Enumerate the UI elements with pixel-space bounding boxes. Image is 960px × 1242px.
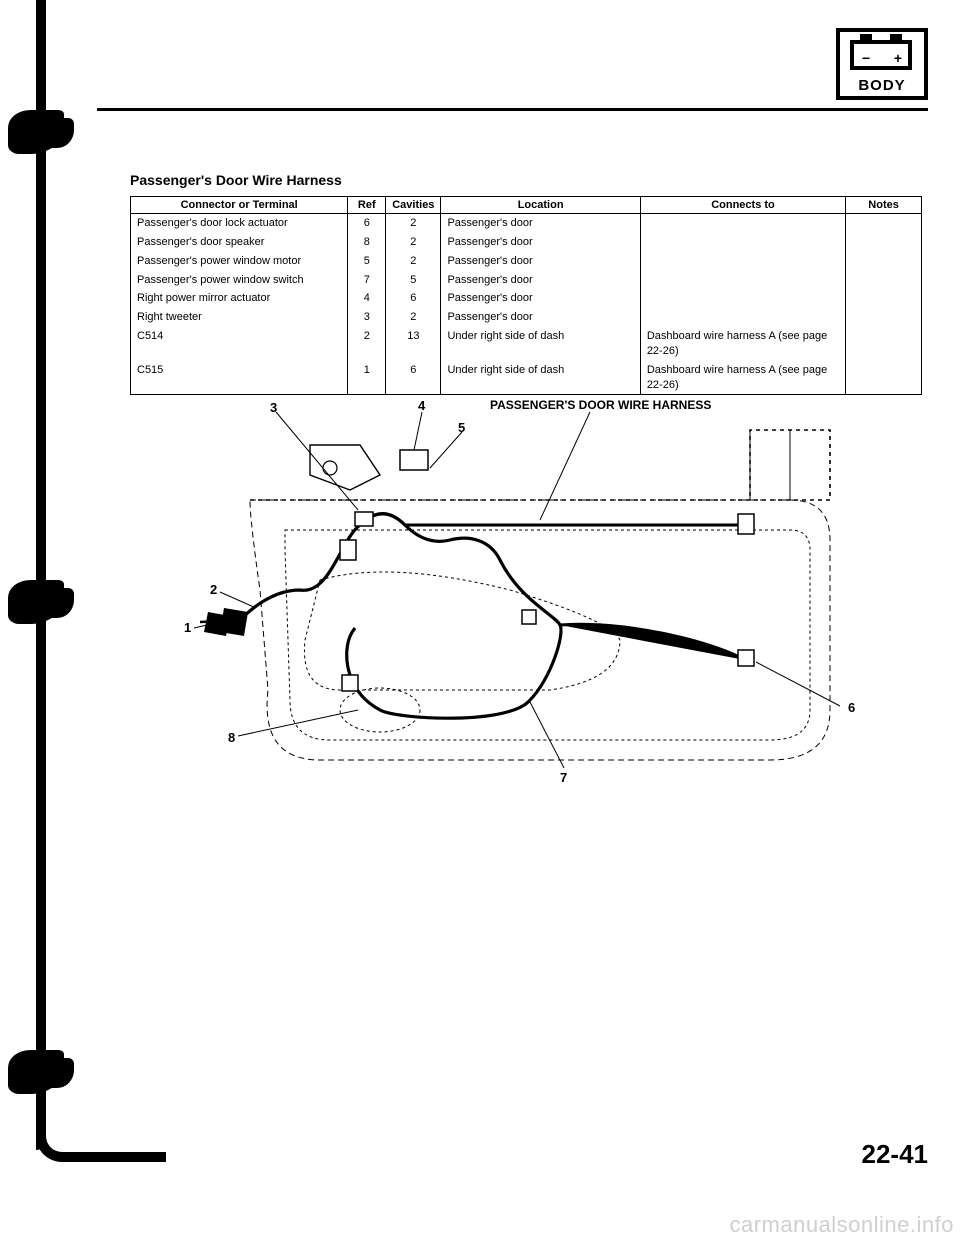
td-connector: Passenger's power window motor bbox=[131, 252, 348, 271]
battery-icon: − + bbox=[850, 40, 912, 70]
td-notes bbox=[846, 327, 922, 361]
td-loc: Passenger's door bbox=[441, 214, 640, 233]
callout-1: 1 bbox=[184, 620, 191, 635]
callout-3: 3 bbox=[270, 400, 277, 415]
td-connector: Right tweeter bbox=[131, 308, 348, 327]
td-cav: 2 bbox=[386, 252, 441, 271]
table-header-row: Connector or Terminal Ref Cavities Locat… bbox=[131, 197, 922, 214]
callout-6: 6 bbox=[848, 700, 855, 715]
binding-spine bbox=[36, 0, 46, 1150]
td-ref: 4 bbox=[348, 289, 386, 308]
td-ref: 2 bbox=[348, 327, 386, 361]
wire-harness-branch-r bbox=[560, 624, 745, 660]
door-diagram: 1 2 3 4 5 6 7 8 PASSENGER'S DOOR WIRE HA… bbox=[190, 390, 870, 790]
td-loc: Passenger's door bbox=[441, 252, 640, 271]
callout-5: 5 bbox=[458, 420, 465, 435]
td-notes bbox=[846, 289, 922, 308]
td-cav: 2 bbox=[386, 214, 441, 233]
binding-tab-inner bbox=[46, 118, 74, 148]
battery-minus: − bbox=[862, 50, 870, 66]
battery-plus: + bbox=[894, 50, 902, 66]
td-loc: Passenger's door bbox=[441, 233, 640, 252]
td-notes bbox=[846, 308, 922, 327]
td-notes bbox=[846, 271, 922, 290]
td-ref: 3 bbox=[348, 308, 386, 327]
td-connector: Passenger's power window switch bbox=[131, 271, 348, 290]
table-row: Right power mirror actuator46Passenger's… bbox=[131, 289, 922, 308]
connector-table: Connector or Terminal Ref Cavities Locat… bbox=[130, 196, 922, 395]
callout-4: 4 bbox=[418, 398, 425, 413]
connector bbox=[310, 445, 754, 732]
td-ref: 7 bbox=[348, 271, 386, 290]
td-to: Dashboard wire harness A (see page 22-26… bbox=[640, 327, 845, 361]
watermark: carmanualsonline.info bbox=[729, 1212, 954, 1238]
td-loc: Passenger's door bbox=[441, 308, 640, 327]
diagram-title: PASSENGER'S DOOR WIRE HARNESS bbox=[490, 398, 711, 412]
callout-8: 8 bbox=[228, 730, 235, 745]
td-to bbox=[640, 271, 845, 290]
body-label: BODY bbox=[840, 77, 924, 94]
td-connector: Passenger's door speaker bbox=[131, 233, 348, 252]
td-connector: Passenger's door lock actuator bbox=[131, 214, 348, 233]
trim-panel bbox=[285, 530, 810, 740]
page-number: 22-41 bbox=[862, 1139, 929, 1170]
callout-2: 2 bbox=[210, 582, 217, 597]
table-row: C514213Under right side of dashDashboard… bbox=[131, 327, 922, 361]
table-row: Passenger's door lock actuator62Passenge… bbox=[131, 214, 922, 233]
table-body: Passenger's door lock actuator62Passenge… bbox=[131, 214, 922, 395]
header-rule bbox=[97, 108, 928, 111]
td-notes bbox=[846, 252, 922, 271]
body-section-icon: − + BODY bbox=[836, 28, 928, 100]
td-notes bbox=[846, 214, 922, 233]
td-connector: Right power mirror actuator bbox=[131, 289, 348, 308]
section-title: Passenger's Door Wire Harness bbox=[130, 172, 342, 188]
td-to bbox=[640, 308, 845, 327]
binding-tab-inner bbox=[46, 588, 74, 618]
th-cavities: Cavities bbox=[386, 197, 441, 214]
binding-tab-inner bbox=[46, 1058, 74, 1088]
td-cav: 13 bbox=[386, 327, 441, 361]
th-location: Location bbox=[441, 197, 640, 214]
td-loc: Passenger's door bbox=[441, 289, 640, 308]
table-row: Right tweeter32Passenger's door bbox=[131, 308, 922, 327]
table-row: Passenger's door speaker82Passenger's do… bbox=[131, 233, 922, 252]
callout-7: 7 bbox=[560, 770, 567, 785]
td-cav: 2 bbox=[386, 233, 441, 252]
td-cav: 6 bbox=[386, 289, 441, 308]
td-loc: Passenger's door bbox=[441, 271, 640, 290]
th-ref: Ref bbox=[348, 197, 386, 214]
td-to bbox=[640, 233, 845, 252]
td-ref: 6 bbox=[348, 214, 386, 233]
table-row: Passenger's power window motor52Passenge… bbox=[131, 252, 922, 271]
pigtails bbox=[200, 608, 248, 636]
th-notes: Notes bbox=[846, 197, 922, 214]
td-to bbox=[640, 289, 845, 308]
td-cav: 2 bbox=[386, 308, 441, 327]
th-connector: Connector or Terminal bbox=[131, 197, 348, 214]
td-loc: Under right side of dash bbox=[441, 327, 640, 361]
table-row: Passenger's power window switch75Passeng… bbox=[131, 271, 922, 290]
th-connects: Connects to bbox=[640, 197, 845, 214]
page: − + BODY Passenger's Door Wire Harness C… bbox=[0, 0, 960, 1242]
td-notes bbox=[846, 233, 922, 252]
td-cav: 5 bbox=[386, 271, 441, 290]
td-ref: 5 bbox=[348, 252, 386, 271]
td-to bbox=[640, 214, 845, 233]
td-to bbox=[640, 252, 845, 271]
td-ref: 8 bbox=[348, 233, 386, 252]
binding-bottom-curve bbox=[36, 1136, 166, 1162]
door-svg bbox=[190, 390, 870, 790]
td-connector: C514 bbox=[131, 327, 348, 361]
wire-harness-main bbox=[240, 514, 561, 718]
